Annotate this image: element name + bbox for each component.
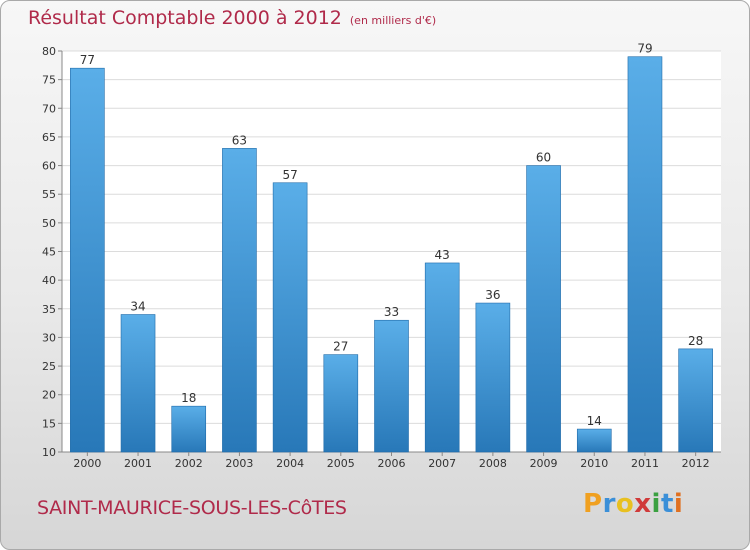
commune-name: SAINT-MAURICE-SOUS-LES-CôTES (37, 497, 347, 519)
y-tick-label: 65 (42, 131, 56, 144)
x-tick-label: 2003 (225, 457, 253, 470)
bar (222, 148, 257, 453)
y-tick-label: 25 (42, 360, 56, 373)
data-label: 33 (384, 305, 399, 319)
data-label: 43 (435, 248, 450, 262)
x-tick-label: 2008 (479, 457, 507, 470)
logo-letter: i (673, 489, 684, 519)
data-label: 27 (333, 340, 348, 354)
y-tick-label: 35 (42, 303, 56, 316)
logo-letter: P (583, 489, 603, 519)
bar (171, 405, 207, 453)
data-label: 77 (80, 53, 95, 67)
x-tick-label: 2010 (580, 457, 608, 470)
data-label: 36 (485, 288, 500, 302)
y-tick-label: 60 (42, 160, 56, 173)
y-tick-label: 20 (42, 389, 56, 402)
y-tick-label: 15 (42, 417, 56, 430)
y-tick-label: 10 (42, 446, 56, 459)
x-tick-label: 2009 (530, 457, 558, 470)
x-tick-label: 2005 (327, 457, 355, 470)
data-label: 28 (688, 334, 703, 348)
bar (475, 302, 511, 453)
x-tick-label: 2000 (73, 457, 101, 470)
bar (424, 262, 460, 453)
x-tick-label: 2012 (682, 457, 710, 470)
y-tick-label: 80 (42, 45, 56, 58)
logo-letter: x (634, 489, 652, 519)
x-tick-label: 2002 (175, 457, 203, 470)
data-label: 60 (536, 151, 551, 165)
x-tick-label: 2006 (378, 457, 406, 470)
data-label: 18 (181, 391, 196, 405)
bar (272, 182, 308, 453)
bar (70, 67, 105, 453)
bar (678, 348, 713, 453)
bar (120, 314, 156, 453)
data-label: 63 (232, 133, 247, 147)
y-tick-label: 45 (42, 246, 56, 259)
chart-title-text: Résultat Comptable 2000 à 2012 (28, 7, 342, 29)
bar (576, 428, 612, 453)
chart-subtitle: (en milliers d'€) (349, 14, 437, 27)
bar (374, 319, 409, 453)
data-label: 79 (637, 42, 652, 56)
x-tick-label: 2004 (276, 457, 304, 470)
proxiti-logo: Proxiti (583, 489, 683, 519)
y-tick-label: 55 (42, 188, 56, 201)
bar (627, 56, 663, 453)
logo-letter: r (602, 489, 616, 519)
y-tick-label: 50 (42, 217, 56, 230)
x-tick-label: 2001 (124, 457, 152, 470)
data-label: 14 (587, 414, 602, 428)
logo-letter: o (615, 489, 635, 519)
logo-letter: t (660, 489, 674, 519)
y-tick-label: 30 (42, 331, 56, 344)
y-tick-label: 70 (42, 102, 56, 115)
y-tick-label: 40 (42, 274, 56, 287)
data-label: 34 (130, 300, 145, 314)
x-tick-label: 2007 (428, 457, 456, 470)
bar (526, 165, 561, 453)
logo-letter: i (651, 489, 661, 519)
bar (323, 354, 359, 453)
y-tick-label: 75 (42, 74, 56, 87)
data-label: 57 (282, 168, 297, 182)
x-tick-label: 2011 (631, 457, 659, 470)
chart-title: Résultat Comptable 2000 à 2012 (en millie… (28, 7, 436, 29)
